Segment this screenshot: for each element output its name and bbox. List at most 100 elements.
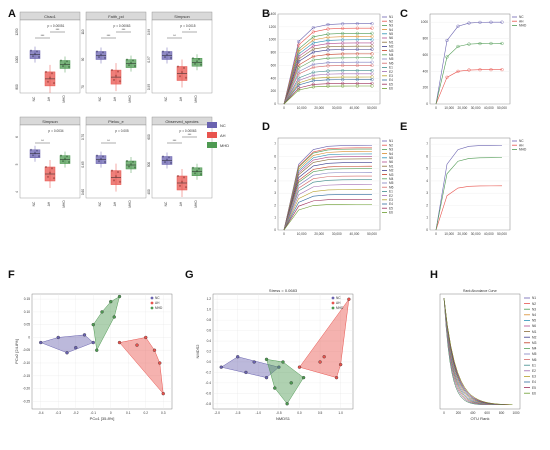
box-point [185,186,187,189]
y-tick-label: -0.10 [23,361,30,365]
series-line [283,76,373,105]
series-marker [355,38,359,42]
box-point [164,161,166,164]
sample-point [152,348,157,352]
panel-letter-e: E [400,121,407,133]
y-tick-label: 6 [15,136,19,138]
series-marker [341,84,345,88]
y-tick-label: 4 [426,179,428,183]
series-marker [355,77,359,82]
sample-point [144,335,148,340]
series-marker [311,38,315,42]
y-tick-label: 70 [81,85,85,89]
box-point [98,160,100,163]
y-tick-label: 90 [81,58,85,62]
x-tick-label: 0 [283,232,285,236]
legend-label: M3 [389,173,394,177]
series-marker [370,52,374,56]
box-point [162,155,164,158]
box-point [51,167,53,170]
series-marker [467,21,471,25]
y-tick-label: 600 [271,63,277,67]
series-marker [311,26,315,30]
legend-label: N3 [389,24,393,28]
series-marker [297,86,301,90]
panel-letter-g: G [185,269,194,281]
box-point [117,70,119,73]
facet-title: Simpson [42,119,58,124]
legend-label: N6 [389,36,393,40]
legend-swatch [150,296,154,300]
y-tick-label: 1250 [15,28,19,35]
box-point [119,80,121,83]
series-marker [341,69,345,73]
y-tick-label: 0 [274,102,276,106]
box-point [128,64,130,67]
x-tick-label: 10,000 [297,106,307,110]
legend-label: MHD [336,306,344,310]
panel-h-rank-abundance: Rank Abundance Curve 0 200 400 600 800 1000 OTU… [439,289,537,421]
x-tick-label: -0.4 [38,411,44,415]
box-point [113,179,115,182]
x-axis-label: OTU Rank [471,416,490,421]
legend-label-ah: AH [220,133,226,138]
box-point [96,50,98,53]
legend-label: E1 [532,363,536,367]
box-point [36,149,38,152]
y-tick-label: 400 [423,69,429,73]
series-marker [341,31,345,36]
x-tick-label: 40,000 [484,232,494,236]
series-marker [355,56,359,60]
x-tick-label: 400 [470,411,476,415]
sample-point [74,346,78,350]
box-point [98,56,100,58]
y-tick-label: 0.4 [207,339,212,343]
y-tick-label: 0 [426,102,428,106]
p-value-label: p = 0.0015 [180,24,195,28]
legend-label: N2 [389,19,393,23]
y-tick-label: -0.6 [206,391,212,395]
box-point [132,160,134,163]
series-line [283,162,373,231]
y-tick-label: -0.05 [23,348,30,352]
x-tick-label: 800 [499,411,505,415]
x-tick-label: AH [179,96,183,101]
series-marker [341,41,345,45]
series-marker [370,47,374,51]
series-marker [297,59,301,64]
series-marker [311,65,315,69]
box-point [128,165,130,168]
x-tick-label: MHD [128,95,132,103]
sample-point [347,297,351,301]
series-line [283,179,373,231]
group-hull-ah [119,337,164,395]
box-point [198,167,200,170]
series-line [283,145,373,231]
series-marker [297,88,301,92]
x-tick-label: 20,000 [314,232,324,236]
series-marker [311,47,315,51]
x-tick-label: 0.2 [144,411,149,415]
series-marker [478,68,482,72]
series-marker [370,60,374,64]
series-marker [311,82,315,87]
series-line [435,69,503,105]
series-line [283,85,373,105]
plot-frame [429,137,511,231]
y-tick-label: 0.10 [24,310,30,314]
x-tick-label: NC [164,96,168,101]
series-marker [355,22,359,26]
legend-label: M6 [389,61,394,65]
series-line [283,156,373,231]
series-marker [456,24,460,28]
series-marker [311,58,315,62]
x-tick-label: 0.1 [126,411,131,415]
series-marker [370,38,374,42]
y-tick-label: 0 [274,228,276,232]
legend-label: E6 [389,87,393,91]
sample-point [297,365,302,369]
sample-point [56,335,60,340]
legend-label: N4 [389,28,393,32]
series-marker [297,52,301,56]
